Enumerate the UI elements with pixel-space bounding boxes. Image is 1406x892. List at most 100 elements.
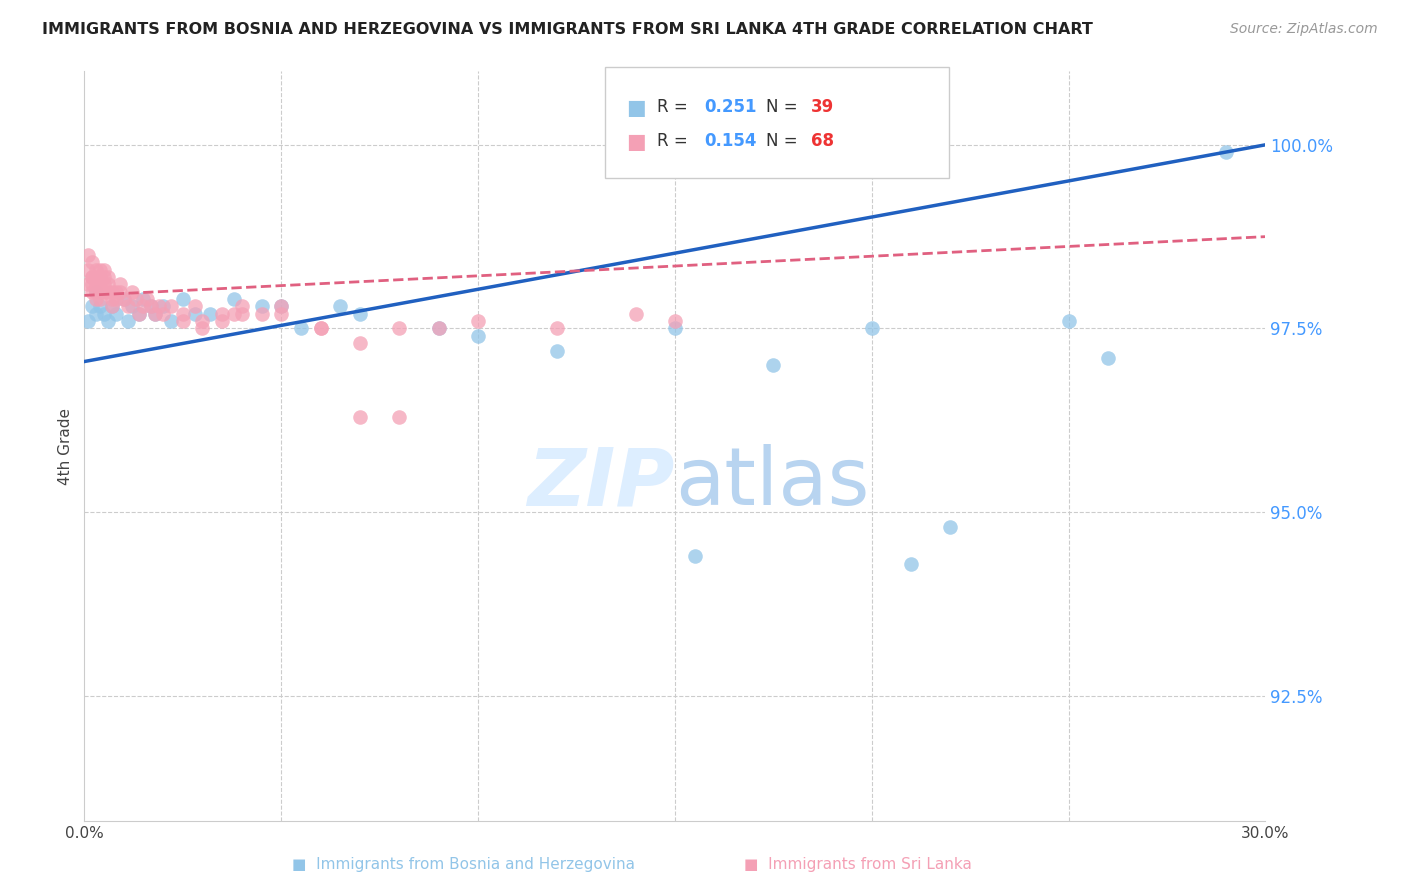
Text: ■: ■ (626, 98, 645, 118)
Text: R =: R = (657, 98, 693, 116)
Point (683, 549, 706, 564)
Text: ■  Immigrants from Bosnia and Herzegovina: ■ Immigrants from Bosnia and Herzegovina (292, 857, 636, 872)
Text: 0.154: 0.154 (704, 132, 756, 150)
Point (84, 292, 107, 306)
Point (152, 300, 174, 314)
Point (112, 292, 135, 306)
Text: ZIP: ZIP (527, 444, 675, 523)
Point (89, 270, 111, 285)
Point (77, 248, 100, 262)
Point (93, 285, 115, 299)
Point (427, 321, 450, 335)
Point (89, 277, 111, 292)
Point (762, 358, 785, 372)
Point (900, 557, 922, 571)
Y-axis label: 4th Grade: 4th Grade (58, 408, 73, 484)
Point (97, 285, 120, 299)
Point (93, 262, 115, 277)
Point (93, 307, 115, 321)
Point (121, 300, 143, 314)
Point (546, 321, 568, 335)
Point (250, 307, 273, 321)
Point (200, 307, 222, 321)
Point (664, 314, 686, 328)
Point (211, 307, 233, 321)
Point (427, 321, 450, 335)
Point (160, 314, 183, 328)
Point (104, 292, 127, 306)
Point (664, 321, 686, 335)
Point (93, 277, 115, 292)
Point (349, 307, 371, 321)
Text: 39: 39 (811, 98, 835, 116)
Point (89, 262, 111, 277)
Point (136, 292, 159, 306)
Text: ■  Immigrants from Sri Lanka: ■ Immigrants from Sri Lanka (744, 857, 972, 872)
Point (84, 270, 107, 285)
Point (183, 307, 205, 321)
Text: 0.251: 0.251 (704, 98, 756, 116)
Point (172, 292, 194, 306)
Point (191, 321, 214, 335)
Point (329, 300, 352, 314)
Point (112, 292, 135, 306)
Text: 68: 68 (811, 132, 834, 150)
Point (1057, 314, 1080, 328)
Point (104, 285, 127, 299)
Text: R =: R = (657, 132, 693, 150)
Point (82, 270, 104, 285)
Point (1215, 145, 1237, 160)
Point (89, 300, 111, 314)
Point (132, 292, 155, 306)
Point (546, 343, 568, 358)
Point (141, 300, 163, 314)
Point (104, 307, 127, 321)
Point (82, 285, 104, 299)
Text: Source: ZipAtlas.com: Source: ZipAtlas.com (1230, 22, 1378, 37)
Point (141, 300, 163, 314)
Point (97, 314, 120, 328)
Point (108, 285, 131, 299)
Point (160, 300, 183, 314)
Point (97, 270, 120, 285)
Point (82, 300, 104, 314)
Point (250, 300, 273, 314)
Point (222, 292, 245, 306)
Point (148, 300, 170, 314)
Point (1097, 351, 1119, 365)
Point (231, 307, 253, 321)
Point (222, 307, 245, 321)
Point (101, 300, 124, 314)
Point (270, 300, 292, 314)
Text: ■: ■ (626, 132, 645, 152)
Point (388, 409, 411, 424)
Point (77, 314, 100, 328)
Point (211, 314, 233, 328)
Point (349, 336, 371, 351)
Point (89, 285, 111, 299)
Point (860, 321, 883, 335)
Point (121, 285, 143, 299)
Text: N =: N = (766, 132, 803, 150)
Point (388, 321, 411, 335)
Point (124, 292, 146, 306)
Point (84, 285, 107, 299)
Point (128, 307, 150, 321)
Point (93, 270, 115, 285)
Point (467, 314, 489, 328)
Point (84, 277, 107, 292)
Point (939, 520, 962, 534)
Point (143, 307, 166, 321)
Point (270, 300, 292, 314)
Point (84, 307, 107, 321)
Point (117, 314, 139, 328)
Point (191, 314, 214, 328)
Point (152, 307, 174, 321)
Point (132, 300, 155, 314)
Point (84, 262, 107, 277)
Point (624, 307, 647, 321)
Point (467, 328, 489, 343)
Text: IMMIGRANTS FROM BOSNIA AND HERZEGOVINA VS IMMIGRANTS FROM SRI LANKA 4TH GRADE CO: IMMIGRANTS FROM BOSNIA AND HERZEGOVINA V… (42, 22, 1092, 37)
Text: atlas: atlas (675, 444, 869, 523)
Point (82, 255, 104, 269)
